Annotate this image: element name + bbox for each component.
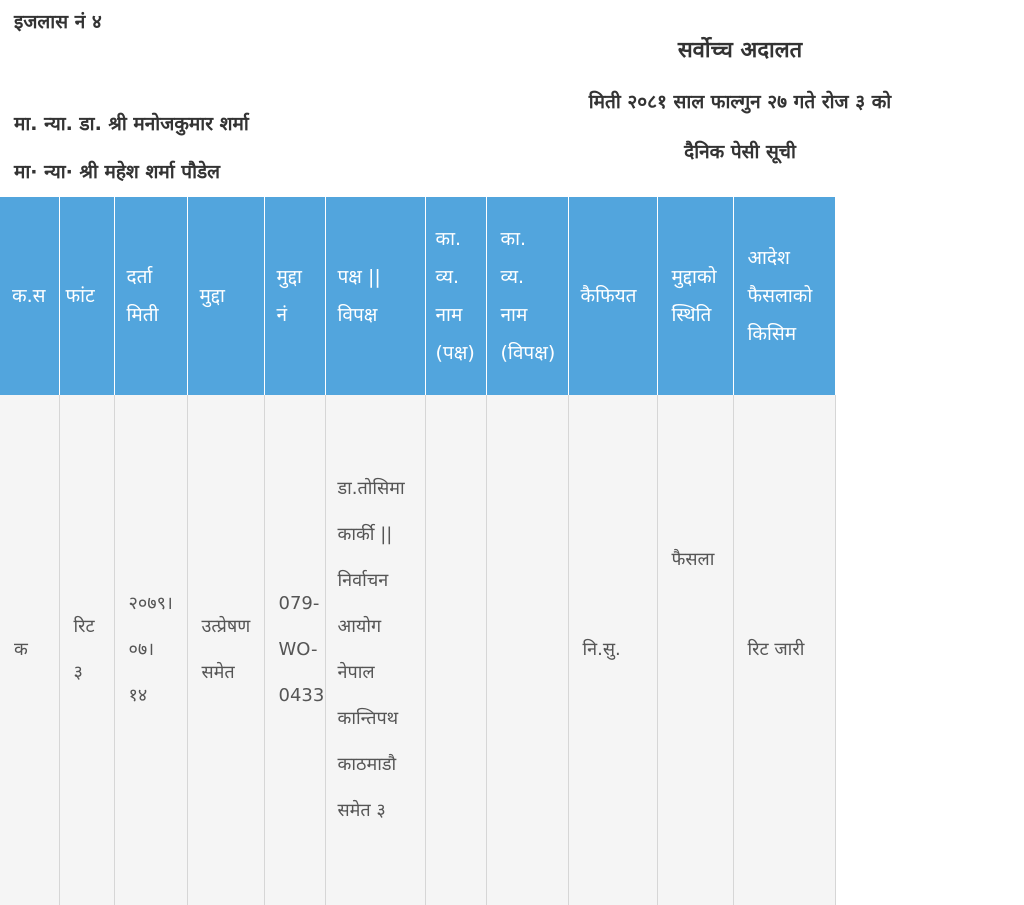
table-header-row: क.स फांट दर्ता मिती मुद्दा मुद्दा नं पक्… <box>0 197 836 395</box>
court-title: सर्वोच्च अदालत <box>677 38 803 63</box>
cell-serial: क <box>0 395 60 905</box>
cause-list-table: क.स फांट दर्ता मिती मुद्दा मुद्दा नं पक्… <box>0 197 836 905</box>
column-header: दर्ता मिती <box>114 197 188 395</box>
cell-case-number: 079- WO- 0433 <box>264 395 326 905</box>
cell-remarks: नि.सु. <box>568 395 658 905</box>
column-header: मुद्दा <box>187 197 265 395</box>
judge-name: मा· न्या· श्री महेश शर्मा पौडेल <box>14 161 221 183</box>
cell-case-type: उत्प्रेषण समेत <box>187 395 265 905</box>
column-header: का. व्य. नाम (पक्ष) <box>425 197 487 395</box>
bench-number: इजलास नं ४ <box>14 11 102 33</box>
column-header: मुद्दाको स्थिति <box>657 197 734 395</box>
column-header: मुद्दा नं <box>264 197 326 395</box>
column-header: क.स <box>0 197 60 395</box>
cell-order-type: रिट जारी <box>733 395 836 905</box>
cell-case-status: फैसला <box>657 395 734 905</box>
table-row: क रिट ३ २०७९। ०७। १४ उत्प्रेषण समेत 079-… <box>0 395 836 905</box>
cell-lawyer-plaintiff <box>425 395 487 905</box>
list-title: दैनिक पेसी सूची <box>684 141 796 163</box>
column-header: फांट <box>59 197 115 395</box>
column-header: कैफियत <box>568 197 658 395</box>
cell-bench-type: रिट ३ <box>59 395 115 905</box>
column-header: का. व्य. नाम (विपक्ष) <box>486 197 569 395</box>
column-header: आदेश फैसलाको किसिम <box>733 197 836 395</box>
list-date: मिती २०८१ साल फाल्गुन २७ गते रोज ३ को <box>588 91 892 113</box>
cell-parties: डा.तोसिमा कार्की || निर्वाचन आयोग नेपाल … <box>325 395 426 905</box>
cell-registration-date: २०७९। ०७। १४ <box>114 395 188 905</box>
judge-name: मा. न्या. डा. श्री मनोजकुमार शर्मा <box>14 113 249 135</box>
cell-lawyer-defendant <box>486 395 569 905</box>
column-header: पक्ष || विपक्ष <box>325 197 426 395</box>
